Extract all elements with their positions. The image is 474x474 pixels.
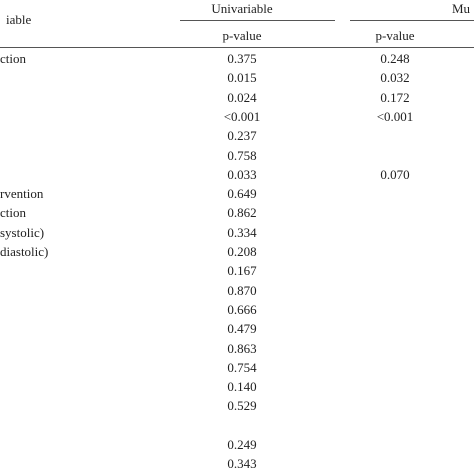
univariable-p-value: 0.033 — [227, 166, 257, 182]
row-label: rvention — [0, 186, 44, 202]
univariable-p-value: 0.208 — [227, 244, 257, 259]
header-p-value: p-value — [222, 28, 262, 43]
rule — [350, 20, 474, 21]
univariable-p-value: 0.167 — [227, 263, 257, 279]
univariable-p-value: 0.666 — [227, 301, 257, 317]
multivariable-p-value: 0.248 — [380, 51, 410, 66]
header-multivariable: Mu — [452, 1, 471, 16]
univariable-p-value: 0.140 — [227, 379, 257, 395]
univariable-p-value: 0.863 — [227, 340, 257, 356]
univariable-p-value: 0.862 — [227, 205, 257, 221]
univariable-p-value: 0.529 — [227, 398, 257, 414]
univariable-p-value: 0.649 — [227, 186, 257, 202]
multivariable-p-value: 0.070 — [380, 166, 410, 182]
header-univariable: Univariable — [211, 1, 273, 16]
univariable-p-value: 0.237 — [227, 128, 257, 144]
rule — [0, 47, 474, 48]
row-label: ction — [0, 51, 26, 66]
row-label: systolic) — [0, 224, 45, 240]
univariable-p-value: 0.479 — [227, 321, 257, 337]
univariable-p-value: 0.024 — [227, 89, 257, 105]
univariable-p-value: 0.870 — [227, 282, 257, 298]
multivariable-p-value: <0.001 — [376, 108, 414, 124]
header-variable: iable — [6, 12, 32, 27]
univariable-p-value: 0.343 — [227, 456, 257, 472]
univariable-p-value: 0.334 — [227, 224, 257, 240]
multivariable-p-value: 0.172 — [380, 89, 410, 105]
multivariable-p-value: 0.032 — [380, 70, 410, 86]
rule — [180, 20, 335, 21]
univariable-p-value: 0.375 — [227, 51, 257, 66]
univariable-p-value: 0.015 — [227, 70, 257, 86]
row-label: diastolic) — [0, 244, 49, 259]
univariable-p-value: <0.001 — [223, 108, 261, 124]
header-p-value: p-value — [375, 28, 415, 43]
univariable-p-value: 0.758 — [227, 147, 257, 163]
univariable-p-value: 0.249 — [227, 437, 257, 452]
row-label: ction — [0, 205, 26, 221]
univariable-p-value: 0.754 — [227, 359, 257, 375]
